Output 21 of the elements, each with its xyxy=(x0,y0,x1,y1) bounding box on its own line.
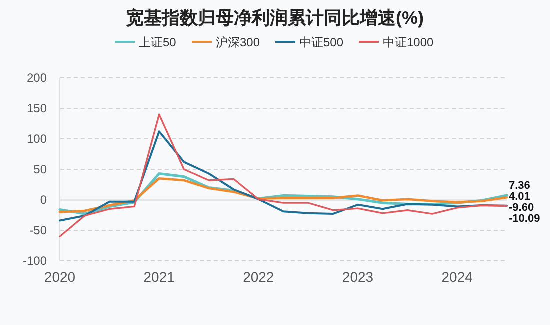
legend-label: 沪深300 xyxy=(216,36,260,50)
y-tick-label: -50 xyxy=(30,224,48,238)
y-tick-label: 200 xyxy=(26,71,48,85)
y-tick-label: 50 xyxy=(34,162,48,176)
x-tick-label: 2024 xyxy=(442,269,474,285)
x-tick-label: 2020 xyxy=(44,269,76,285)
y-tick-label: 100 xyxy=(26,132,48,146)
x-tick-label: 2023 xyxy=(342,269,374,285)
y-tick-label: 0 xyxy=(40,193,48,207)
y-tick-label: -100 xyxy=(22,254,48,268)
x-tick-label: 2021 xyxy=(144,269,176,285)
y-tick-label: 150 xyxy=(26,102,48,116)
data-label: 7.36 xyxy=(509,180,530,192)
data-label: 4.01 xyxy=(509,190,530,203)
data-label: -10.09 xyxy=(509,212,540,225)
legend-label: 中证500 xyxy=(300,36,344,50)
x-tick-label: 2022 xyxy=(243,269,274,285)
chart-title: 宽基指数归母净利润累计同比增速(%) xyxy=(126,8,424,28)
legend-label: 上证50 xyxy=(139,36,177,50)
legend-label: 中证1000 xyxy=(383,36,434,50)
data-label: -9.60 xyxy=(509,202,534,214)
